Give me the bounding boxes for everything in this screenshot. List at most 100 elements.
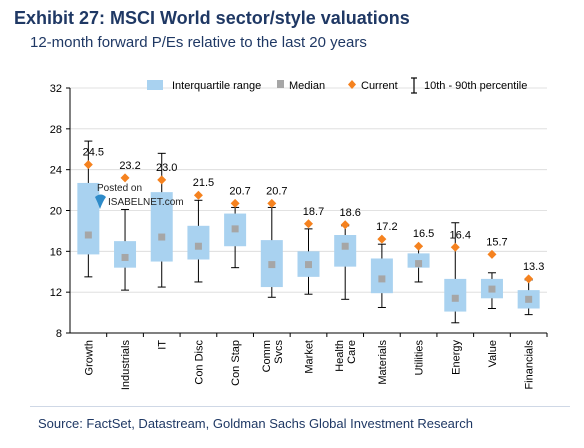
- category-label: Industrials: [120, 340, 132, 391]
- category-label: Value: [487, 340, 499, 367]
- category-label: Con Disc: [193, 340, 205, 385]
- current-marker: [267, 198, 277, 208]
- legend-current-swatch: [348, 80, 356, 89]
- y-tick-label: 20: [50, 206, 62, 218]
- chart-title: Exhibit 27: MSCI World sector/style valu…: [14, 8, 410, 28]
- chart-subtitle: 12-month forward P/Es relative to the la…: [30, 34, 367, 51]
- current-value-label: 23.2: [119, 160, 140, 172]
- category-group: 15.7: [480, 236, 508, 309]
- current-marker: [487, 249, 497, 259]
- median-marker: [488, 285, 496, 293]
- current-value-label: 16.5: [413, 228, 434, 240]
- watermark-line1: Posted on: [97, 183, 142, 194]
- current-value-label: 16.4: [450, 229, 471, 241]
- y-tick-label: 32: [50, 83, 62, 95]
- legend-current-label: Current: [361, 80, 398, 92]
- current-value-label: 24.5: [83, 147, 104, 159]
- isabelnet-watermark: Posted on ISABELNET.com: [95, 183, 184, 209]
- source-separator: [30, 406, 570, 407]
- category-group: 16.4: [444, 222, 471, 324]
- current-value-label: 15.7: [486, 236, 507, 248]
- y-axis: 8 12 16 20 24 28 32: [50, 83, 71, 340]
- category-label: Growth: [83, 340, 95, 375]
- legend-iqr-label: Interquartile range: [172, 80, 261, 92]
- chart-legend: Interquartile range Median Current 10th …: [147, 77, 527, 94]
- category-label: Svcs: [273, 340, 285, 364]
- iqr-box: [334, 235, 357, 267]
- current-value-label: 20.7: [229, 185, 250, 197]
- category-label: Utilities: [414, 340, 426, 376]
- category-label: Market: [304, 340, 316, 374]
- category-label: Health: [334, 340, 346, 372]
- iqr-box: [150, 192, 173, 262]
- current-marker: [120, 173, 130, 183]
- y-tick-label: 12: [50, 287, 62, 299]
- category-group: 20.7: [224, 185, 251, 269]
- y-tick-label: 28: [50, 124, 62, 136]
- current-marker: [414, 241, 424, 251]
- y-tick-label: 8: [56, 328, 62, 340]
- current-value-label: 18.7: [303, 206, 324, 218]
- legend-range-label: 10th - 90th percentile: [424, 80, 527, 92]
- current-marker: [450, 242, 460, 252]
- legend-median-swatch: [277, 80, 284, 88]
- legend-iqr-swatch: [147, 80, 163, 90]
- source-note: Source: FactSet, Datastream, Goldman Sac…: [38, 416, 473, 431]
- chart-marks: 24.5 23.2 23.0 21.5 20.7 20.7 18.7 18.6 17.2 16.5…: [77, 140, 544, 324]
- category-label: Energy: [450, 340, 462, 375]
- median-marker: [525, 295, 533, 303]
- median-marker: [378, 275, 386, 283]
- category-group: 24.5: [77, 140, 104, 278]
- category-label: Financials: [524, 340, 536, 390]
- current-marker: [304, 219, 313, 229]
- median-marker: [415, 260, 423, 268]
- median-marker: [305, 261, 312, 269]
- legend-range-swatch: [411, 77, 417, 94]
- category-group: 23.0: [150, 152, 177, 288]
- current-value-label: 13.3: [523, 261, 544, 273]
- category-group: 20.7: [260, 185, 288, 298]
- current-value-label: 17.2: [376, 221, 397, 233]
- category-group: 23.2: [114, 160, 141, 291]
- current-value-label: 23.0: [156, 162, 177, 174]
- category-group: 21.5: [187, 177, 214, 283]
- current-value-label: 20.7: [266, 185, 287, 197]
- current-marker: [377, 234, 387, 244]
- iqr-box: [187, 225, 210, 260]
- category-label: Materials: [377, 340, 389, 385]
- category-label: IT: [157, 340, 169, 350]
- x-axis: Growth Industrials IT Con Disc Con Stap Comm S…: [70, 332, 548, 391]
- legend-median-label: Median: [289, 80, 325, 92]
- median-marker: [451, 294, 459, 302]
- median-marker: [194, 242, 202, 250]
- category-group: 13.3: [517, 261, 544, 316]
- current-marker: [83, 160, 93, 170]
- category-group: 16.5: [407, 228, 434, 283]
- current-marker: [340, 220, 350, 230]
- current-marker: [193, 190, 203, 200]
- median-marker: [231, 225, 239, 233]
- median-marker: [268, 261, 276, 269]
- current-value-label: 21.5: [193, 177, 214, 189]
- current-value-label: 18.6: [339, 207, 360, 219]
- category-label: Con Stap: [230, 340, 242, 386]
- current-marker: [157, 175, 167, 185]
- category-group: 17.2: [370, 221, 398, 308]
- median-marker: [84, 231, 92, 239]
- category-label: Care: [346, 340, 358, 364]
- category-group: 18.6: [334, 207, 361, 300]
- watermark-line2: ISABELNET.com: [108, 197, 184, 208]
- current-marker: [230, 198, 240, 208]
- category-group: 18.7: [297, 206, 324, 295]
- median-marker: [158, 233, 166, 241]
- category-label: Comm: [261, 340, 273, 372]
- y-tick-label: 16: [50, 246, 62, 258]
- median-marker: [341, 242, 349, 250]
- y-tick-label: 24: [50, 165, 62, 177]
- bird-logo-icon: [95, 194, 106, 209]
- iqr-box: [77, 182, 100, 255]
- current-marker: [524, 274, 534, 284]
- median-marker: [121, 253, 129, 261]
